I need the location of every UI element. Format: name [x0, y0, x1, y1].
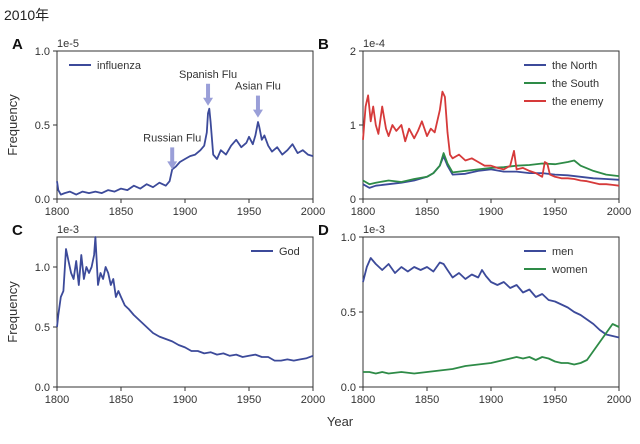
legend: influenza: [69, 60, 142, 72]
x-tick-label: 1900: [479, 206, 503, 218]
y-tick-label: 2: [350, 46, 356, 58]
annotation-label: Asian Flu: [235, 81, 281, 93]
legend-label: the South: [552, 78, 599, 90]
legend-label: the enemy: [552, 96, 604, 108]
panel-letter: B: [318, 36, 329, 53]
annotation: Russian Flu: [143, 132, 201, 170]
annotation-label: Russian Flu: [143, 132, 201, 144]
legend: God: [251, 246, 300, 258]
annotation-arrow-head: [203, 97, 214, 106]
y-tick-label: 1.0: [35, 46, 50, 58]
x-tick-label: 1800: [45, 394, 69, 406]
plot-frame: [56, 236, 314, 388]
series-line-the-enemy: [362, 90, 620, 187]
y-tick-label: 0.0: [341, 382, 356, 394]
y-tick-label: 0.5: [35, 120, 50, 132]
y-tick-label: 0.0: [35, 382, 50, 394]
x-tick-label: 1800: [351, 206, 375, 218]
x-tick-label: 1900: [173, 394, 197, 406]
panel-letter: C: [12, 222, 23, 239]
x-tick-label: 1950: [543, 206, 567, 218]
panel-letter: D: [318, 222, 329, 239]
x-tick-label: 1900: [479, 394, 503, 406]
shared-x-axis-label: Year: [327, 414, 354, 429]
scale-label: 1e-5: [57, 38, 79, 50]
series-line-the-south: [362, 152, 620, 186]
x-tick-label: 1800: [351, 394, 375, 406]
legend-label: the North: [552, 60, 597, 72]
legend-label: God: [279, 246, 300, 258]
x-tick-label: 1850: [109, 206, 133, 218]
series-line-women: [363, 323, 620, 375]
x-tick-label: 1800: [45, 206, 69, 218]
x-tick-label: 2000: [301, 394, 325, 406]
panel-a: A 1e-5 1800 1850 1900 1950 2000 0.0 0.5 1.0 Freque…: [5, 36, 325, 218]
x-tick-label: 1950: [237, 206, 261, 218]
x-tick-label: 1850: [415, 394, 439, 406]
x-tick-label: 1950: [543, 394, 567, 406]
scale-label: 1e-3: [363, 224, 385, 236]
annotation: Spanish Flu: [179, 69, 237, 106]
series-line-influenza: [56, 107, 314, 196]
panel-letter: A: [12, 36, 23, 53]
x-tick-label: 1950: [237, 394, 261, 406]
legend-label: women: [551, 264, 587, 276]
panels: A 1e-5 1800 1850 1900 1950 2000 0.0 0.5 1.0 Freque…: [5, 36, 631, 406]
scale-label: 1e-4: [363, 38, 385, 50]
legend-label: men: [552, 246, 573, 258]
series-line-the-north: [362, 155, 620, 189]
y-tick-label: 1.0: [341, 232, 356, 244]
legend: men women: [524, 246, 587, 276]
y-axis-label: Frequency: [5, 94, 20, 156]
x-tick-label: 2000: [301, 206, 325, 218]
y-axis-label: Frequency: [5, 281, 20, 343]
plot-frame: [362, 236, 620, 388]
legend: the North the South the enemy: [524, 60, 604, 108]
series-line-men: [362, 257, 620, 339]
y-tick-label: 0: [350, 194, 356, 206]
y-tick-label: 1: [350, 120, 356, 132]
y-tick-label: 0.5: [35, 322, 50, 334]
annotation: Asian Flu: [235, 81, 281, 118]
y-tick-label: 0.5: [341, 307, 356, 319]
legend-label: influenza: [97, 60, 142, 72]
page-title: 2010年: [4, 7, 49, 23]
x-tick-label: 1850: [109, 394, 133, 406]
annotation-label: Spanish Flu: [179, 69, 237, 81]
x-tick-label: 2000: [607, 206, 631, 218]
x-tick-label: 1850: [415, 206, 439, 218]
annotation-arrow-head: [252, 109, 263, 118]
annotation-arrow-head: [167, 161, 178, 170]
panel-d: D 1e-3 1800 1850 1900 1950 2000 0.0 0.5 1.0 men wom…: [318, 222, 631, 406]
x-tick-label: 2000: [607, 394, 631, 406]
panel-c: C 1e-3 1800 1850 1900 1950 2000 0.0 0.5 1.0 Freque…: [5, 222, 325, 406]
x-tick-label: 1900: [173, 206, 197, 218]
y-tick-label: 1.0: [35, 262, 50, 274]
series-line-god: [56, 236, 314, 362]
y-tick-label: 0.0: [35, 194, 50, 206]
scale-label: 1e-3: [57, 224, 79, 236]
